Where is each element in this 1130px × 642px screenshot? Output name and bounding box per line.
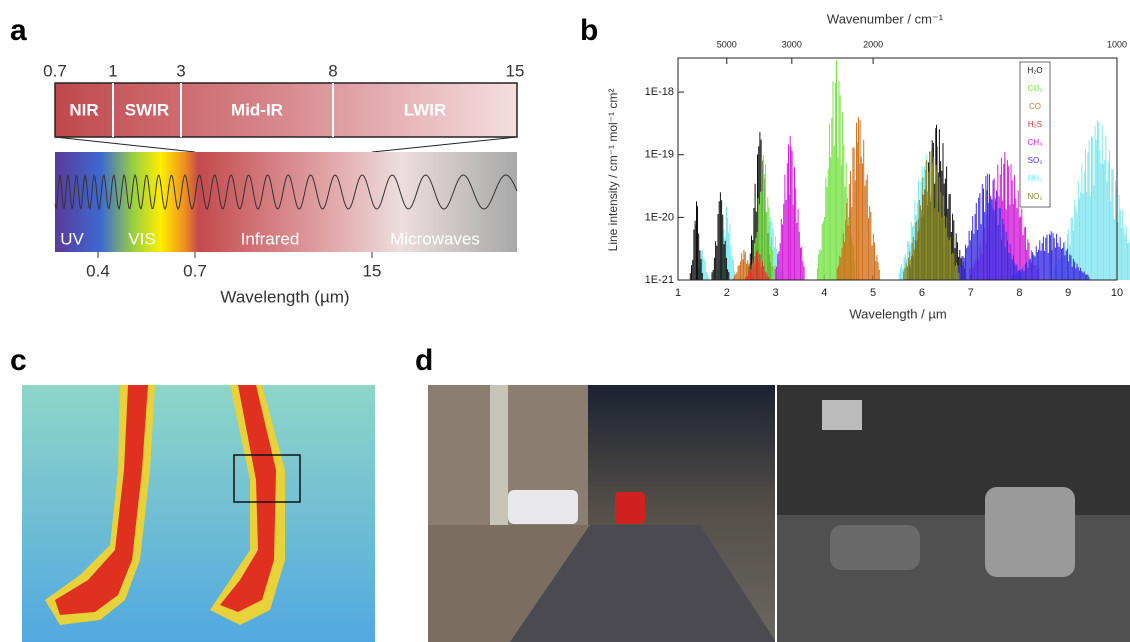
x2-tick-label: 3000: [782, 39, 802, 49]
scale-label: 0.7: [43, 61, 67, 80]
zoom-line: [371, 136, 518, 153]
panel-label: a: [10, 14, 27, 47]
car: [830, 525, 920, 570]
y-tick-label: 1E-21: [645, 274, 674, 286]
x-tick-label: 5: [870, 287, 876, 299]
y-tick-label: 1E-18: [645, 86, 674, 98]
band: [774, 135, 805, 280]
x-tick-label: 8: [1016, 287, 1022, 299]
legend-entry: NO₂: [1027, 192, 1042, 201]
sign: [822, 400, 862, 430]
x-tick-label: 1: [675, 287, 681, 299]
legend-entry: NH₃: [1028, 174, 1043, 183]
panel-label: d: [415, 344, 433, 377]
band: [1011, 231, 1090, 280]
spectrum-label: Microwaves: [390, 229, 480, 248]
x2-tick-label: 2000: [863, 39, 883, 49]
x-tick-label: 6: [919, 287, 925, 299]
x-tick-label: 2: [724, 287, 730, 299]
plot-frame: [677, 57, 1118, 281]
band: [903, 149, 960, 280]
scale-label: 15: [363, 261, 382, 280]
scale-label: 1: [108, 61, 117, 80]
car: [508, 490, 578, 524]
region-label: LWIR: [404, 100, 447, 119]
legend-entry: CH₄: [1028, 138, 1043, 147]
band: [711, 192, 730, 280]
legend-entry: H₂S: [1028, 120, 1042, 129]
roi-box: [233, 454, 301, 503]
spectrum-bar: [55, 152, 517, 252]
top-axis-title: Wavenumber / cm⁻¹: [827, 11, 944, 26]
scale-label: 0.4: [86, 261, 110, 280]
legend-entry: CO: [1029, 102, 1041, 111]
band: [836, 117, 880, 280]
wave: [54, 173, 518, 211]
car: [615, 492, 645, 524]
scale-label: 0.7: [183, 261, 207, 280]
x-tick-label: 4: [821, 287, 827, 299]
spectrum-label: UV: [60, 229, 84, 248]
leg: [220, 385, 276, 612]
y-tick-label: 1E-20: [645, 211, 674, 223]
legend-entry: SO₂: [1028, 156, 1043, 165]
road: [510, 525, 776, 642]
x-label: Wavelength (µm): [220, 287, 349, 306]
scale-label: 3: [176, 61, 185, 80]
band: [1053, 120, 1130, 280]
scale-label: 8: [328, 61, 337, 80]
zoom-line: [54, 136, 196, 153]
x2-tick-label: 1000: [1107, 39, 1127, 49]
panel-c: [22, 385, 375, 642]
panel-labels: a b c d: [10, 14, 598, 377]
region-label: SWIR: [125, 100, 169, 119]
pillar: [490, 385, 508, 525]
x-tick-label: 3: [772, 287, 778, 299]
x2-tick-label: 5000: [717, 39, 737, 49]
band: [745, 250, 769, 280]
ir-box: [54, 82, 518, 138]
region-label: Mid-IR: [231, 100, 283, 119]
legend-box: [1019, 61, 1051, 208]
band: [689, 201, 703, 280]
x-axis-title: Wavelength / µm: [849, 306, 946, 321]
x-tick-label: 9: [1065, 287, 1071, 299]
spectrum-label: Infrared: [241, 229, 300, 248]
sidewalk: [428, 525, 590, 642]
leg: [55, 385, 148, 615]
van: [985, 487, 1075, 577]
legend-entry: CO₂: [1027, 84, 1042, 93]
y-tick-label: 1E-19: [645, 149, 674, 161]
panel-label: b: [580, 14, 598, 47]
x-tick-label: 10: [1111, 287, 1123, 299]
x-tick-label: 7: [968, 287, 974, 299]
panel-label: c: [10, 344, 27, 377]
scale-label: 15: [506, 61, 525, 80]
panel-a: Wavelength (µm) 0.7 1 3 8 15 NIR SWIR Mid-IR LWI…: [43, 61, 524, 306]
panel-d: [428, 385, 1130, 642]
spectrum-label: VIS: [128, 229, 155, 248]
y-axis-title: Line intensity / cm⁻¹ mol⁻¹ cm²: [606, 89, 620, 252]
region-label: NIR: [69, 100, 98, 119]
panel-b: Wavenumber / cm⁻¹ Wavelength / µm Line i…: [606, 11, 1130, 321]
band: [954, 173, 1022, 280]
legend-entry: H₂O: [1027, 66, 1042, 75]
